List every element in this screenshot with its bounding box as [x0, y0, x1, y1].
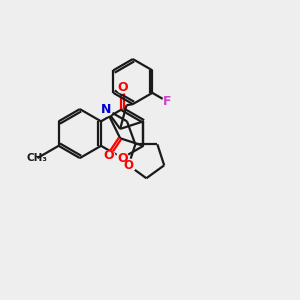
Text: CH₃: CH₃	[26, 153, 47, 163]
Text: O: O	[117, 81, 128, 94]
Text: N: N	[100, 103, 111, 116]
Text: F: F	[163, 95, 171, 108]
Text: O: O	[103, 149, 114, 162]
Text: O: O	[124, 159, 134, 172]
Text: O: O	[117, 152, 128, 165]
